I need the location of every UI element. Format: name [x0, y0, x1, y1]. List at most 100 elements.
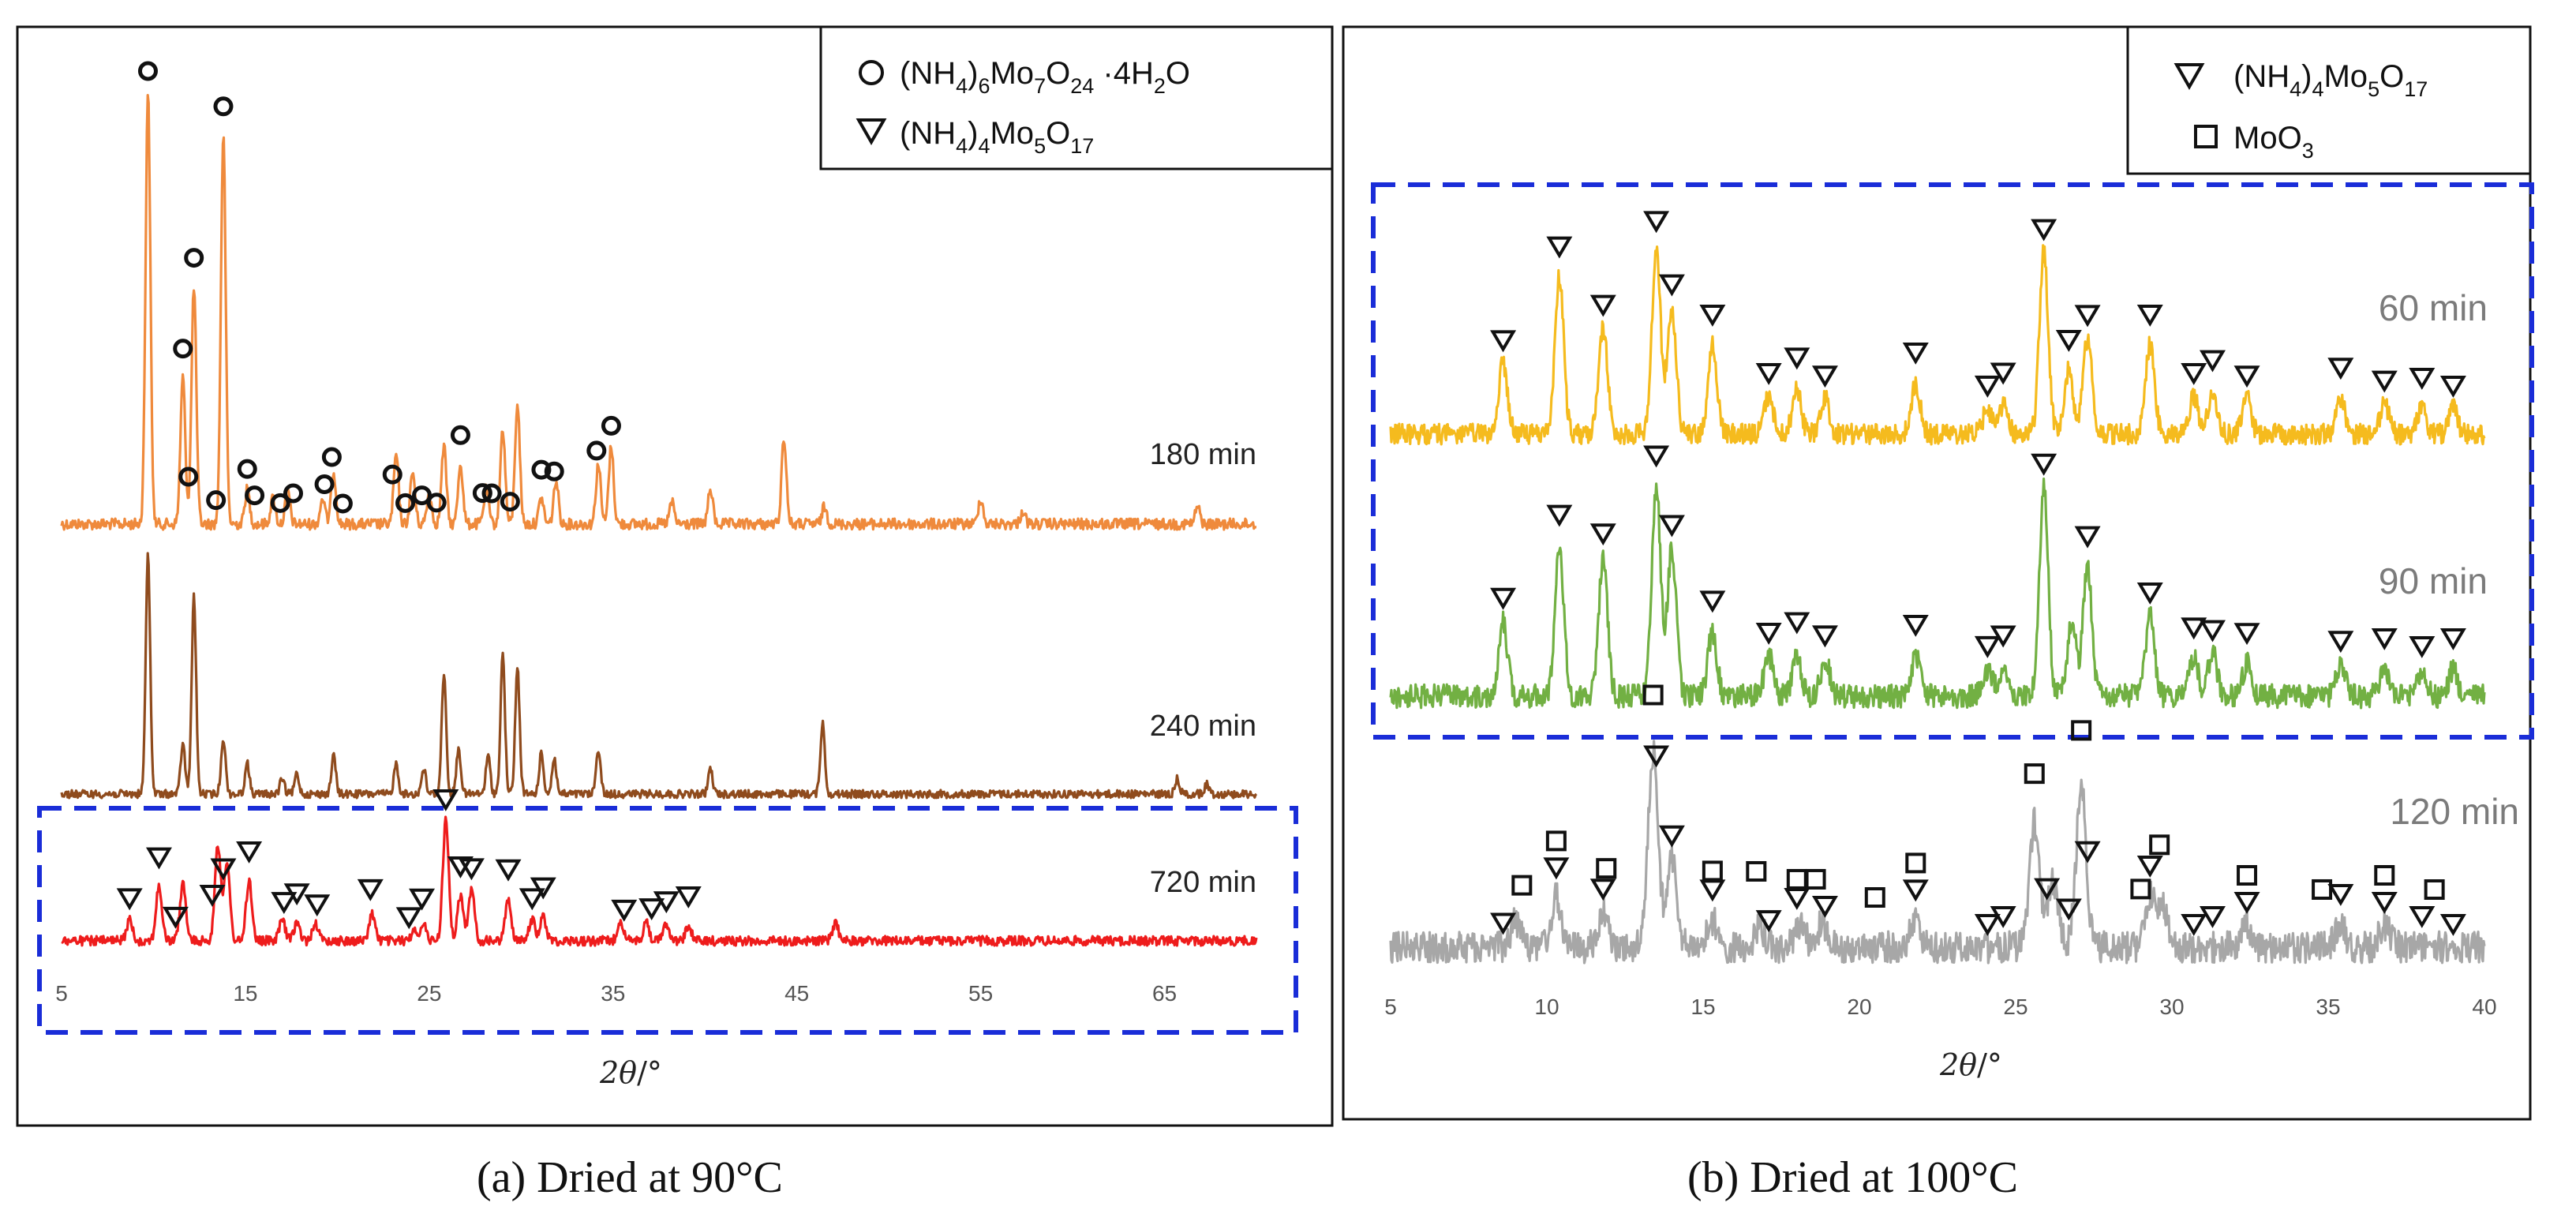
panel-b-120-min-triangle-marker-10 [1974, 914, 2001, 936]
panel-b-90-min-triangle-marker-9 [1902, 615, 1929, 637]
panel-a-180-min-circle-marker-6 [237, 459, 257, 479]
panel-a-series-label-180-min: 180 min [1150, 438, 1256, 471]
panel-b-trace-60-min [1389, 244, 2486, 446]
panel-b-90-min-triangle-marker-10 [1974, 635, 2001, 658]
panel-a-180-min-circle-marker-17 [450, 425, 470, 445]
panel-a-720-min-triangle-marker-4 [210, 858, 237, 881]
panel-b-120-min-square-marker-12 [2130, 878, 2151, 900]
panel-a-720-min-triangle-marker-1 [145, 847, 172, 870]
panel-b-trace-90-min [1389, 477, 2486, 710]
panel-b-90-min-triangle-marker-13 [2074, 526, 2101, 549]
panel-b-90-min-triangle-marker-2 [1589, 523, 1616, 546]
panel-b-120-min-triangle-marker-18 [2233, 892, 2260, 914]
panel-b-120-min-triangle-marker-13 [2055, 898, 2082, 921]
panel-b-90-min-triangle-marker-15 [2181, 617, 2207, 640]
panel-a-markers [116, 61, 702, 930]
panel-a-frame [16, 25, 1334, 1127]
panel-b-90-min-triangle-marker-17 [2233, 623, 2260, 646]
panel-b-60-min-triangle-marker-2 [1589, 294, 1616, 317]
panel-b-series-label-90-min: 90 min [2379, 560, 2488, 601]
panel-a-180-min-circle-marker-3 [184, 248, 204, 268]
panel-b-x-tick-25: 25 [2003, 995, 2027, 1019]
panel-b-120-min-square-marker-2 [1596, 858, 1617, 879]
panel-a-x-tick-45: 45 [784, 981, 809, 1006]
panel-b-series-label-120-min: 120 min [2390, 791, 2519, 832]
panel-b-120-min-triangle-marker-16 [2181, 914, 2207, 936]
panel-a-180-min-circle-marker-10 [314, 474, 335, 495]
panel-b-90-min-triangle-marker-19 [2371, 628, 2398, 650]
panel-a-180-min-circle-marker-0 [137, 61, 158, 81]
panel-b-120-min-square-marker-10 [2024, 763, 2045, 785]
panel-a-series-label-720-min: 720 min [1150, 866, 1256, 899]
panel-b-60-min-triangle-marker-0 [1490, 330, 1517, 353]
panel-a-720-min-triangle-marker-9 [357, 878, 384, 901]
panel-a-720-min-triangle-marker-11 [409, 888, 436, 911]
panel-b-x-tick-35: 35 [2316, 995, 2340, 1019]
panel-a-180-min-circle-marker-16 [426, 493, 447, 513]
panel-b-series-labels: 60 min 90 min 120 min [2379, 287, 2519, 832]
panel-b-60-min-triangle-marker-19 [2327, 358, 2354, 380]
panel-a: 5 15 25 35 45 55 65 180 min 240 min 720 min 2θ/°… [16, 25, 1334, 1202]
panel-b-90-min-triangle-marker-21 [2439, 628, 2466, 650]
panel-a-180-min-circle-marker-8 [270, 493, 290, 513]
panel-b-60-min-triangle-marker-1 [1546, 236, 1573, 259]
panel-b-60-min-triangle-marker-5 [1699, 305, 1726, 327]
panel-b-120-min-square-marker-16 [2374, 865, 2395, 886]
panel-a-180-min-circle-marker-9 [283, 483, 303, 504]
panel-a-720-min-triangle-marker-10 [395, 907, 422, 930]
panel-a-720-min-triangle-marker-2 [162, 906, 189, 929]
panel-b-60-min-triangle-marker-8 [1811, 365, 1838, 388]
panel-a-180-min-circle-marker-13 [382, 464, 402, 485]
panel-a-180-min-circle-marker-23 [586, 440, 607, 461]
panel-b-120-min-square-marker-15 [2312, 878, 2333, 900]
panel-b-90-min-triangle-marker-16 [2199, 620, 2226, 642]
panel-b-120-min-square-marker-9 [1905, 852, 1926, 874]
panel-a-180-min-circle-marker-4 [206, 490, 227, 511]
panel-b-120-min-triangle-marker-2 [1589, 878, 1616, 901]
panel-b-60-min-triangle-marker-11 [1990, 362, 2016, 385]
panel-b-60-min-triangle-marker-21 [2409, 368, 2436, 390]
panel-b-60-min-triangle-marker-13 [2055, 329, 2082, 352]
panel-a-trace-180-min [60, 93, 1257, 531]
panel-a-720-min-triangle-marker-6 [271, 892, 298, 915]
panel-a-legend-ammonium-pentamolybdate: (NH4)4Mo5O17 [900, 116, 1094, 158]
panel-b-120-min-square-marker-4 [1702, 860, 1723, 882]
panel-a-highlight-box [37, 806, 1298, 1035]
panel-a-180-min-circle-marker-20 [500, 492, 520, 512]
panel-a-caption: (a) Dried at 90°C [477, 1153, 783, 1202]
panel-b-90-min-triangle-marker-6 [1755, 623, 1782, 645]
panel-a-trace-240-min [60, 552, 1258, 800]
panel-a-legend: (NH4)6Mo7O24 ·4H2O (NH4)4Mo5O17 [819, 25, 1334, 170]
panel-a-720-min-triangle-marker-20 [653, 891, 680, 914]
panel-b-60-min-triangle-marker-14 [2074, 305, 2101, 328]
panel-a-720-min-triangle-marker-15 [495, 859, 522, 882]
panel-a-180-min-circle-marker-21 [531, 459, 552, 480]
panel-b-120-min-triangle-marker-21 [2409, 906, 2436, 928]
panel-a-180-min-circle-marker-11 [321, 447, 342, 467]
panel-b-60-min-triangle-marker-4 [1658, 274, 1685, 297]
panel-b-120-min-square-marker-17 [2424, 879, 2445, 900]
panel-b: 5 10 15 20 25 30 35 40 60 min 90 min 120 min 2θ/°… [1342, 25, 2534, 1202]
legend-triangle-marker-icon [856, 118, 887, 146]
panel-b-90-min-triangle-marker-14 [2136, 583, 2163, 605]
panel-b-60-min-triangle-marker-12 [2031, 219, 2057, 242]
panel-b-120-min-square-marker-6 [1786, 868, 1807, 890]
panel-b-120-min-square-marker-5 [1746, 860, 1767, 882]
panel-b-120-min-triangle-marker-6 [1755, 910, 1782, 933]
panel-b-legend-ammonium-pentamolybdate: (NH4)4Mo5O17 [2233, 59, 2428, 101]
panel-b-120-min-triangle-marker-14 [2074, 841, 2101, 863]
panel-b-90-min-triangle-marker-8 [1811, 625, 1838, 648]
panel-a-180-min-circle-marker-7 [245, 485, 265, 506]
panel-b-90-min-triangle-marker-7 [1784, 612, 1810, 635]
panel-b-x-ticks: 5 10 15 20 25 30 35 40 [1384, 995, 2496, 1019]
panel-b-traces [1389, 244, 2486, 965]
panel-a-720-min-triangle-marker-12 [432, 789, 459, 811]
panel-b-120-min-triangle-marker-0 [1490, 912, 1517, 935]
panel-a-180-min-circle-marker-1 [173, 339, 193, 359]
panel-b-x-tick-15: 15 [1690, 995, 1715, 1019]
panel-b-x-axis-label: 2θ/° [1939, 1047, 2002, 1082]
panel-b-60-min-triangle-marker-18 [2233, 365, 2260, 388]
panel-b-60-min-triangle-marker-16 [2181, 362, 2207, 385]
panel-a-trace-720-min [61, 815, 1258, 947]
